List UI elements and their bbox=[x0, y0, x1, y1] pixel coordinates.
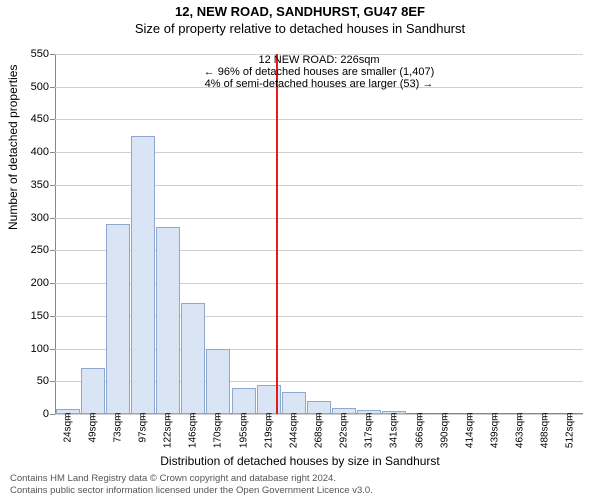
ytick-label: 300 bbox=[11, 212, 49, 224]
xtick-label: 195sqm bbox=[238, 413, 249, 449]
histogram-bar bbox=[156, 227, 180, 414]
xtick-label: 219sqm bbox=[263, 413, 274, 449]
ytick-label: 450 bbox=[11, 113, 49, 125]
histogram-bar bbox=[131, 136, 155, 414]
ytick-label: 150 bbox=[11, 310, 49, 322]
histogram-bar bbox=[206, 349, 230, 414]
ytick bbox=[50, 218, 55, 219]
xtick-label: 390sqm bbox=[439, 413, 450, 449]
chart-subtitle: Size of property relative to detached ho… bbox=[0, 19, 600, 36]
xtick-label: 97sqm bbox=[138, 413, 149, 443]
xtick-label: 49sqm bbox=[87, 413, 98, 443]
ytick bbox=[50, 119, 55, 120]
xtick-label: 366sqm bbox=[414, 413, 425, 449]
xtick-label: 317sqm bbox=[364, 413, 375, 449]
ytick-label: 100 bbox=[11, 343, 49, 355]
histogram-bar bbox=[106, 224, 130, 414]
annotation-line2: ← 96% of detached houses are smaller (1,… bbox=[204, 66, 435, 78]
xtick-label: 463sqm bbox=[515, 413, 526, 449]
ytick-label: 550 bbox=[11, 48, 49, 60]
ytick-label: 400 bbox=[11, 146, 49, 158]
y-axis-line bbox=[55, 54, 56, 414]
ytick bbox=[50, 381, 55, 382]
ytick bbox=[50, 349, 55, 350]
plot-area: 05010015020025030035040045050055024sqm49… bbox=[55, 54, 583, 414]
xtick-label: 268sqm bbox=[314, 413, 325, 449]
footer-line2: Contains public sector information licen… bbox=[10, 485, 373, 496]
ytick bbox=[50, 283, 55, 284]
xtick-label: 24sqm bbox=[62, 413, 73, 443]
x-axis-label: Distribution of detached houses by size … bbox=[0, 454, 600, 468]
footer-line1: Contains HM Land Registry data © Crown c… bbox=[10, 473, 373, 484]
ytick bbox=[50, 185, 55, 186]
histogram-bar bbox=[181, 303, 205, 414]
histogram-bar bbox=[282, 392, 306, 414]
ytick bbox=[50, 87, 55, 88]
annotation-line1: 12 NEW ROAD: 226sqm bbox=[204, 54, 435, 66]
xtick-label: 292sqm bbox=[339, 413, 350, 449]
ytick bbox=[50, 152, 55, 153]
xtick-label: 73sqm bbox=[112, 413, 123, 443]
histogram-bar bbox=[81, 368, 105, 414]
xtick-label: 146sqm bbox=[188, 413, 199, 449]
histogram-bar bbox=[232, 388, 256, 414]
ytick bbox=[50, 414, 55, 415]
chart-title: 12, NEW ROAD, SANDHURST, GU47 8EF bbox=[0, 0, 600, 19]
footer-attribution: Contains HM Land Registry data © Crown c… bbox=[10, 473, 373, 496]
ytick-label: 200 bbox=[11, 277, 49, 289]
ytick-label: 250 bbox=[11, 244, 49, 256]
ytick-label: 0 bbox=[11, 408, 49, 420]
ytick-label: 350 bbox=[11, 179, 49, 191]
xtick-label: 512sqm bbox=[565, 413, 576, 449]
xtick-label: 122sqm bbox=[163, 413, 174, 449]
xtick-label: 244sqm bbox=[288, 413, 299, 449]
marker-annotation: 12 NEW ROAD: 226sqm ← 96% of detached ho… bbox=[204, 54, 435, 90]
property-marker-line bbox=[276, 54, 278, 414]
ytick bbox=[50, 54, 55, 55]
xtick-label: 439sqm bbox=[490, 413, 501, 449]
ytick-label: 50 bbox=[11, 375, 49, 387]
xtick-label: 488sqm bbox=[540, 413, 551, 449]
ytick-label: 500 bbox=[11, 81, 49, 93]
annotation-line3: 4% of semi-detached houses are larger (5… bbox=[204, 78, 435, 90]
gridline bbox=[55, 119, 583, 120]
xtick-label: 170sqm bbox=[213, 413, 224, 449]
xtick-label: 341sqm bbox=[389, 413, 400, 449]
ytick bbox=[50, 316, 55, 317]
xtick-label: 414sqm bbox=[464, 413, 475, 449]
ytick bbox=[50, 250, 55, 251]
